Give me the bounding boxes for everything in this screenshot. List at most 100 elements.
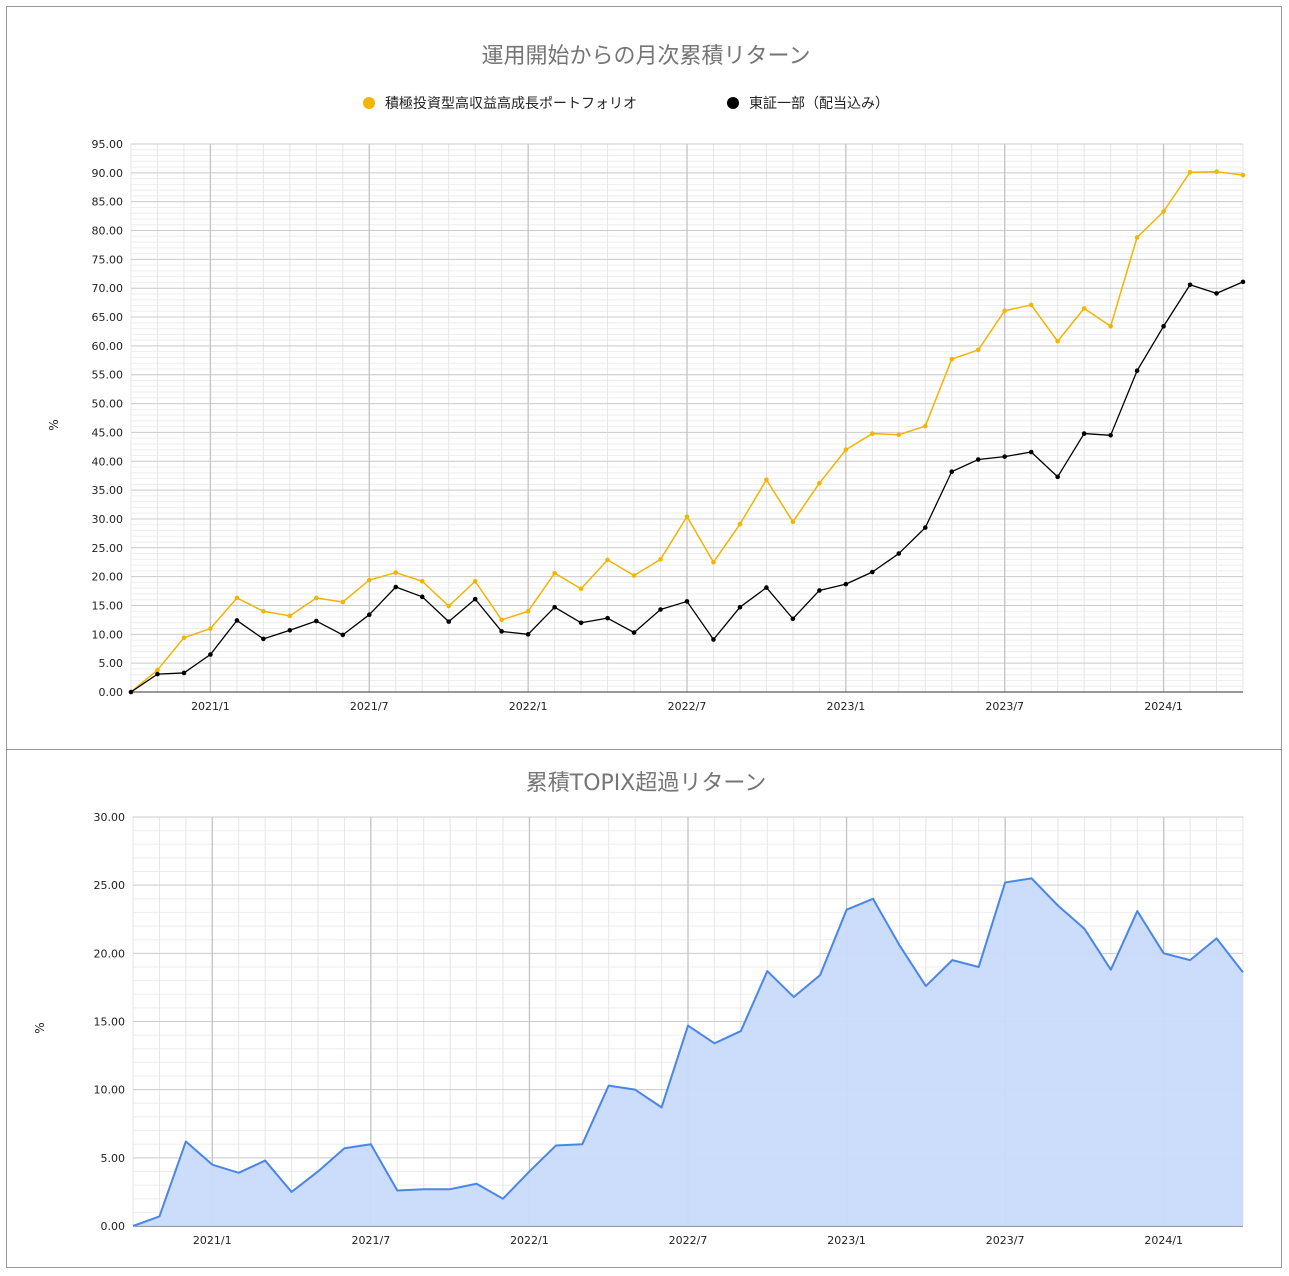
data-point-1 bbox=[1108, 433, 1113, 438]
y-tick-label: 20.00 bbox=[94, 947, 126, 960]
y-tick-label: 5.00 bbox=[99, 657, 124, 670]
data-point-0 bbox=[817, 480, 822, 486]
x-tick-label: 2023/1 bbox=[827, 700, 866, 713]
data-point-0 bbox=[340, 599, 346, 605]
data-point-1 bbox=[393, 584, 399, 590]
data-point-0 bbox=[711, 559, 716, 565]
x-tick-label: 2021/1 bbox=[191, 700, 230, 713]
data-point-0 bbox=[1187, 169, 1193, 175]
data-point-1 bbox=[1214, 291, 1219, 296]
area-fill bbox=[133, 878, 1243, 1226]
y-tick-label: 45.00 bbox=[92, 426, 124, 439]
data-point-1 bbox=[764, 585, 769, 590]
data-point-1 bbox=[658, 607, 663, 612]
data-point-1 bbox=[790, 616, 796, 622]
y-tick-label: 30.00 bbox=[94, 811, 126, 824]
data-point-1 bbox=[314, 618, 319, 624]
y-tick-label: 10.00 bbox=[92, 628, 124, 641]
data-point-1 bbox=[499, 629, 504, 634]
y-tick-label: 55.00 bbox=[92, 369, 124, 382]
data-point-1 bbox=[1240, 279, 1246, 285]
y-tick-label: 25.00 bbox=[92, 542, 124, 555]
data-point-1 bbox=[896, 551, 902, 556]
data-point-0 bbox=[552, 570, 557, 576]
data-point-0 bbox=[525, 608, 531, 614]
data-point-0 bbox=[578, 586, 584, 592]
data-point-0 bbox=[1134, 235, 1140, 240]
data-point-1 bbox=[843, 581, 849, 587]
data-point-1 bbox=[366, 612, 372, 618]
chart2-title: 累積TOPIX超過リターン bbox=[526, 771, 766, 796]
data-point-1 bbox=[1002, 454, 1008, 459]
data-point-1 bbox=[1134, 368, 1140, 373]
data-point-1 bbox=[287, 627, 293, 633]
data-point-1 bbox=[949, 469, 955, 474]
data-point-1 bbox=[181, 670, 187, 676]
y-tick-label: 0.00 bbox=[101, 1220, 126, 1233]
x-tick-label: 2023/7 bbox=[985, 700, 1024, 713]
data-point-0 bbox=[208, 626, 213, 631]
chart1-series bbox=[128, 169, 1246, 695]
y-tick-label: 20.00 bbox=[92, 571, 124, 584]
data-point-1 bbox=[128, 689, 134, 695]
data-point-0 bbox=[1055, 338, 1060, 344]
cumulative-return-chart: 運用開始からの月次累積リターン 積極投資型高収益高成長ポートフォリオ 東証一部（… bbox=[47, 44, 1246, 713]
chart1-y-ticks: 0.00 5.00 10.00 15.00 20.00 25.00 30.00 35.00 40… bbox=[92, 138, 124, 699]
x-tick-label: 2024/1 bbox=[1144, 700, 1183, 713]
x-tick-label: 2021/7 bbox=[350, 700, 389, 713]
data-point-0 bbox=[870, 431, 875, 436]
x-tick-label: 2024/1 bbox=[1144, 1234, 1183, 1247]
data-point-0 bbox=[922, 423, 928, 429]
x-tick-label: 2021/1 bbox=[193, 1234, 232, 1247]
y-tick-label: 95.00 bbox=[92, 138, 124, 151]
data-point-1 bbox=[605, 615, 610, 621]
data-point-0 bbox=[658, 557, 663, 562]
y-tick-label: 30.00 bbox=[92, 513, 124, 526]
y-tick-label: 5.00 bbox=[101, 1152, 126, 1165]
data-point-0 bbox=[843, 447, 849, 453]
y-tick-label: 65.00 bbox=[92, 311, 124, 324]
x-tick-label: 2023/7 bbox=[986, 1234, 1025, 1247]
data-point-0 bbox=[287, 613, 293, 619]
y-tick-label: 90.00 bbox=[92, 167, 124, 180]
data-point-1 bbox=[525, 632, 531, 637]
y-tick-label: 75.00 bbox=[92, 253, 124, 266]
data-point-1 bbox=[737, 604, 743, 610]
y-tick-label: 0.00 bbox=[99, 686, 124, 699]
data-point-1 bbox=[340, 632, 346, 638]
data-point-1 bbox=[578, 620, 584, 626]
data-point-1 bbox=[922, 525, 928, 530]
data-point-0 bbox=[234, 595, 240, 601]
x-tick-label: 2023/1 bbox=[827, 1234, 866, 1247]
data-point-0 bbox=[1240, 172, 1246, 178]
x-tick-label: 2022/1 bbox=[510, 1234, 549, 1247]
data-point-1 bbox=[472, 596, 478, 602]
data-point-0 bbox=[975, 347, 981, 353]
x-tick-label: 2022/1 bbox=[509, 700, 548, 713]
chart1-x-ticks: 2021/1 2021/7 2022/1 2022/7 2023/1 2023/7 2024… bbox=[191, 700, 1183, 713]
data-point-0 bbox=[764, 477, 769, 483]
legend-label-topix: 東証一部（配当込み） bbox=[749, 96, 889, 112]
y-tick-label: 40.00 bbox=[92, 455, 124, 468]
data-point-0 bbox=[1161, 209, 1166, 214]
x-tick-label: 2021/7 bbox=[352, 1234, 391, 1247]
data-point-1 bbox=[1028, 449, 1034, 455]
y-tick-label: 15.00 bbox=[92, 599, 124, 612]
data-point-1 bbox=[817, 588, 822, 593]
chart1-gridlines bbox=[130, 143, 1244, 693]
y-tick-label: 60.00 bbox=[92, 340, 124, 353]
y-tick-label: 85.00 bbox=[92, 196, 124, 209]
y-tick-label: 50.00 bbox=[92, 398, 124, 411]
data-point-1 bbox=[1161, 323, 1166, 329]
data-point-1 bbox=[261, 636, 266, 642]
data-point-0 bbox=[1002, 308, 1008, 314]
chart-divider bbox=[6, 749, 1282, 750]
data-point-0 bbox=[419, 578, 425, 584]
legend-dot-topix bbox=[727, 97, 739, 109]
y-tick-label: 70.00 bbox=[92, 282, 124, 295]
data-point-1 bbox=[208, 652, 213, 657]
data-point-0 bbox=[393, 570, 399, 575]
y-tick-label: 35.00 bbox=[92, 484, 124, 497]
x-tick-label: 2022/7 bbox=[668, 700, 707, 713]
